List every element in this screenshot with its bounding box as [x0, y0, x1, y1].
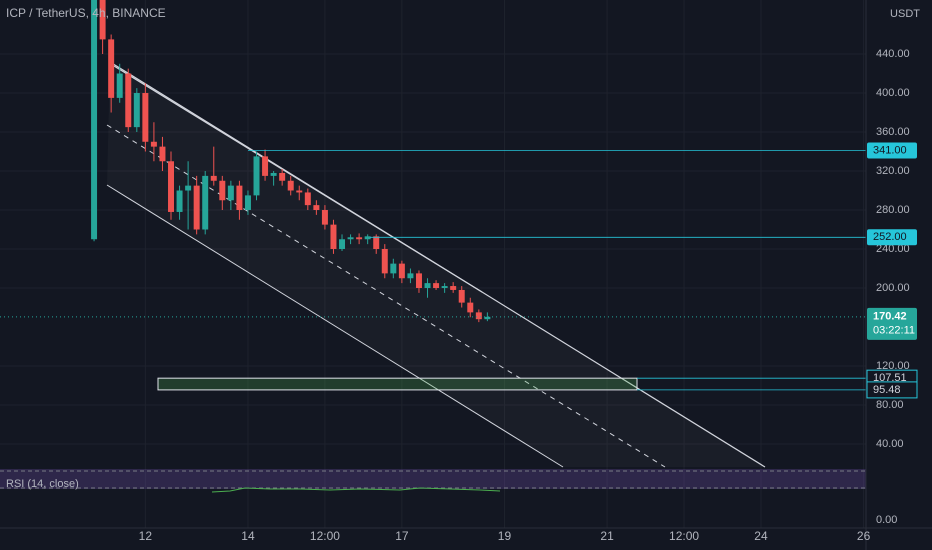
candle-body — [116, 73, 123, 98]
y-tick-label: 280.00 — [876, 204, 910, 216]
candle-body — [262, 156, 269, 176]
y-tick-label: 80.00 — [876, 399, 904, 411]
candle-body — [458, 289, 465, 303]
x-tick-label: 19 — [498, 529, 512, 543]
candle-body — [433, 283, 440, 288]
rsi-label: RSI (14, close) — [6, 478, 79, 490]
candle-body — [398, 263, 405, 279]
channel-lower — [106, 184, 564, 468]
candle-body — [108, 39, 115, 98]
candle-body — [133, 93, 140, 128]
candle-body — [424, 283, 431, 288]
candle-body — [91, 0, 98, 240]
x-tick-label: 17 — [395, 529, 409, 543]
candle-body — [475, 312, 482, 320]
x-tick-label: 14 — [241, 529, 255, 543]
price-tag-label: 107.51 — [873, 372, 907, 384]
rsi-band — [0, 469, 866, 489]
candle-body — [142, 93, 149, 142]
x-tick-label: 24 — [754, 529, 768, 543]
candle-body — [321, 210, 328, 225]
plot — [0, 0, 866, 391]
candle-body — [407, 273, 414, 279]
candle-body — [236, 185, 243, 211]
candle-body — [202, 175, 209, 230]
candle-body — [99, 0, 106, 40]
y-tick-label: 400.00 — [876, 87, 910, 99]
candle-body — [270, 172, 277, 176]
candle-body — [193, 185, 200, 230]
candle-body — [168, 161, 175, 212]
candle-body — [150, 141, 157, 147]
candle-body — [441, 286, 448, 288]
rsi-line — [211, 487, 501, 493]
candle-body — [296, 190, 303, 193]
candle-body — [125, 73, 132, 128]
zone — [157, 377, 638, 391]
candle-body — [467, 302, 474, 313]
chart-title: ICP / TetherUS, 4h, BINANCE — [6, 6, 166, 20]
rsi-scale: 0.00 — [876, 514, 897, 526]
price-tag-label: 95.48 — [873, 384, 901, 396]
candle-body — [415, 273, 422, 288]
candle-body — [313, 205, 320, 211]
y-tick-label: 120.00 — [876, 360, 910, 372]
x-tick-label: 12:00 — [669, 529, 699, 543]
price-tag-label: 341.00 — [873, 144, 907, 156]
last-price-label: 170.42 — [873, 311, 907, 323]
candle-body — [176, 190, 183, 212]
x-tick-label: 12 — [139, 529, 153, 543]
last-price-tag — [867, 307, 917, 340]
candle-body — [244, 195, 251, 211]
candle-body — [364, 236, 371, 240]
candle-body — [210, 175, 217, 181]
y-tick-label: 440.00 — [876, 48, 910, 60]
candle-body — [219, 180, 226, 201]
y-tick-label: 320.00 — [876, 165, 910, 177]
price-tag — [867, 142, 917, 159]
x-tick-label: 26 — [857, 529, 871, 543]
candle-body — [279, 172, 286, 181]
channel-upper-2 — [113, 65, 483, 293]
y-tick-label: 40.00 — [876, 438, 904, 450]
candle-body — [330, 224, 337, 250]
y-tick-label: 240.00 — [876, 243, 910, 255]
candle-body — [339, 239, 346, 250]
candle-body — [484, 316, 491, 320]
candle-body — [373, 236, 380, 250]
currency: USDT — [890, 8, 920, 20]
countdown: 03:22:11 — [873, 325, 915, 337]
candle-body — [347, 237, 354, 240]
price-tag-label: 252.00 — [873, 231, 907, 243]
y-tick-label: 200.00 — [876, 282, 910, 294]
price-tag — [866, 381, 918, 399]
candle-body — [253, 156, 260, 196]
price-tag — [867, 229, 917, 246]
candle-body — [227, 185, 234, 201]
candle-body — [390, 263, 397, 274]
candle-body — [287, 180, 294, 191]
x-tick-label: 12:00 — [310, 529, 340, 543]
candle-body — [159, 146, 166, 162]
y-tick-label: 360.00 — [876, 126, 910, 138]
candle-body — [381, 249, 388, 274]
candle-body — [450, 286, 457, 290]
x-tick-label: 21 — [600, 529, 614, 543]
candle-body — [356, 237, 363, 240]
candle-body — [185, 185, 192, 191]
candle-body — [304, 192, 311, 206]
